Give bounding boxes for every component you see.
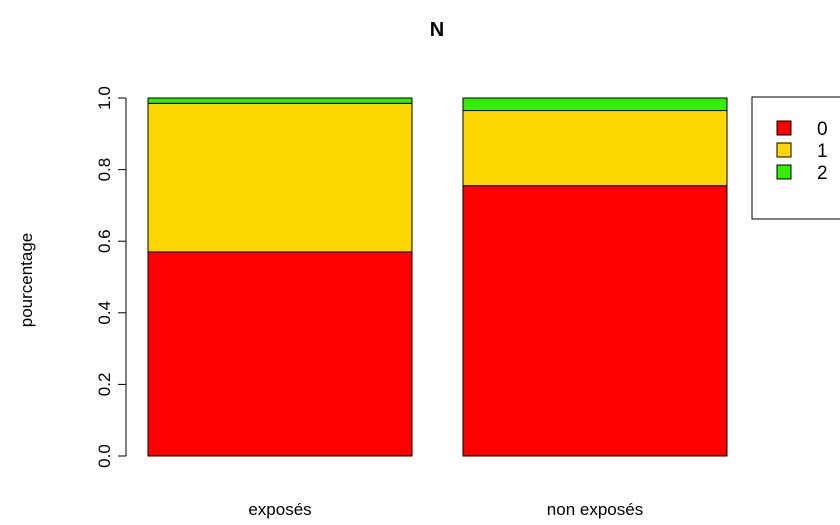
legend: 012 xyxy=(751,96,840,220)
y-tick-label-3: 0.6 xyxy=(95,229,114,253)
bars-group xyxy=(147,97,728,457)
y-tick-label-2: 0.4 xyxy=(95,301,114,325)
chart-title: N xyxy=(430,19,444,41)
x-category-label-0: exposés xyxy=(248,500,311,519)
bar-1-series-2 xyxy=(462,97,728,112)
bar-1-series-0 xyxy=(462,185,728,457)
legend-swatch-0 xyxy=(776,120,792,136)
legend-label-2: 2 xyxy=(817,163,828,184)
y-tick-label-5: 1.0 xyxy=(95,86,114,110)
bar-0-series-2 xyxy=(147,97,413,104)
y-tick-label-0: 0.0 xyxy=(95,444,114,468)
x-axis-labels: exposés non exposés xyxy=(248,500,643,519)
y-axis: 0.0 0.2 0.4 0.6 0.8 1.0 xyxy=(95,86,127,468)
legend-swatch-2 xyxy=(776,164,792,180)
legend-label-1: 1 xyxy=(817,141,828,162)
legend-swatch-1 xyxy=(776,142,792,158)
bar-1-series-1 xyxy=(462,110,728,187)
bar-0-series-0 xyxy=(147,251,413,457)
legend-label-0: 0 xyxy=(817,119,828,140)
y-tick-label-1: 0.2 xyxy=(95,373,114,397)
legend-box xyxy=(751,96,840,220)
x-category-label-1: non exposés xyxy=(547,500,643,519)
y-axis-label: pourcentage xyxy=(17,233,36,328)
y-tick-label-4: 0.8 xyxy=(95,158,114,182)
bar-0-series-1 xyxy=(147,102,413,253)
